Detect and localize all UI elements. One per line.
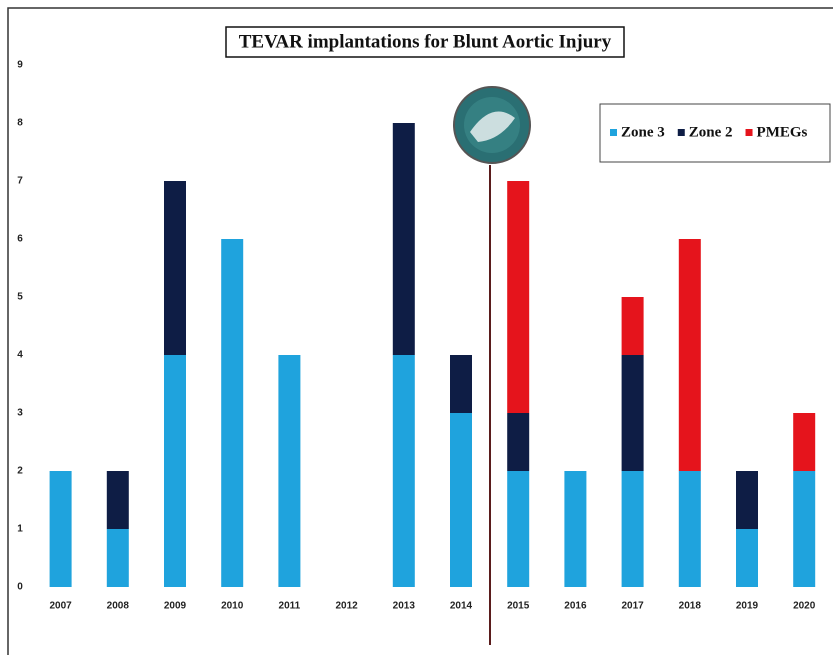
y-tick-label: 8 bbox=[17, 118, 23, 129]
x-tick-label: 2018 bbox=[679, 601, 702, 612]
x-tick-label: 2013 bbox=[393, 601, 416, 612]
x-tick-label: 2019 bbox=[736, 601, 759, 612]
bar-segment bbox=[164, 355, 186, 587]
bar-segment bbox=[107, 471, 129, 529]
x-tick-label: 2015 bbox=[507, 601, 530, 612]
y-tick-label: 6 bbox=[17, 234, 23, 245]
y-tick-label: 9 bbox=[17, 60, 23, 71]
bar-segment bbox=[736, 471, 758, 529]
bar-segment bbox=[793, 413, 815, 471]
bar-segment bbox=[507, 413, 529, 471]
x-tick-label: 2020 bbox=[793, 601, 816, 612]
bar-segment bbox=[679, 239, 701, 471]
bar-segment bbox=[564, 471, 586, 587]
bar-segment bbox=[622, 297, 644, 355]
bar-segment bbox=[793, 471, 815, 587]
bar-segment bbox=[393, 123, 415, 355]
y-tick-label: 2 bbox=[17, 466, 23, 477]
bar-segment bbox=[107, 529, 129, 587]
x-tick-label: 2016 bbox=[564, 601, 587, 612]
bar-segment bbox=[622, 355, 644, 471]
x-tick-label: 2011 bbox=[279, 601, 301, 612]
y-tick-label: 5 bbox=[17, 292, 23, 303]
x-tick-label: 2017 bbox=[621, 601, 644, 612]
legend-swatch bbox=[610, 129, 617, 136]
bar-segment bbox=[164, 181, 186, 355]
bar-segment bbox=[679, 471, 701, 587]
bar-segment bbox=[450, 355, 472, 413]
bar-segment bbox=[221, 239, 243, 587]
bar-segment bbox=[393, 355, 415, 587]
y-tick-label: 1 bbox=[17, 524, 23, 535]
y-tick-label: 0 bbox=[17, 582, 23, 593]
bar-segment bbox=[507, 181, 529, 413]
y-tick-label: 7 bbox=[17, 176, 23, 187]
bar-segment bbox=[507, 471, 529, 587]
y-tick-label: 4 bbox=[17, 350, 23, 361]
bar-segment bbox=[736, 529, 758, 587]
y-tick-label: 3 bbox=[17, 408, 23, 419]
bar-segment bbox=[450, 413, 472, 587]
x-tick-label: 2012 bbox=[335, 601, 358, 612]
legend-label: PMEGs bbox=[757, 124, 808, 140]
x-tick-label: 2010 bbox=[221, 601, 244, 612]
legend-label: Zone 2 bbox=[689, 124, 733, 140]
x-tick-label: 2007 bbox=[49, 601, 72, 612]
x-tick-label: 2014 bbox=[450, 601, 473, 612]
chart: TEVAR implantations for Blunt Aortic Inj… bbox=[0, 0, 833, 655]
bar-segment bbox=[278, 355, 300, 587]
chart-title: TEVAR implantations for Blunt Aortic Inj… bbox=[239, 31, 612, 52]
legend-label: Zone 3 bbox=[621, 124, 665, 140]
x-tick-label: 2008 bbox=[107, 601, 130, 612]
bar-segment bbox=[50, 471, 72, 587]
legend-swatch bbox=[746, 129, 753, 136]
legend-swatch bbox=[678, 129, 685, 136]
bar-segment bbox=[622, 471, 644, 587]
x-tick-label: 2009 bbox=[164, 601, 187, 612]
